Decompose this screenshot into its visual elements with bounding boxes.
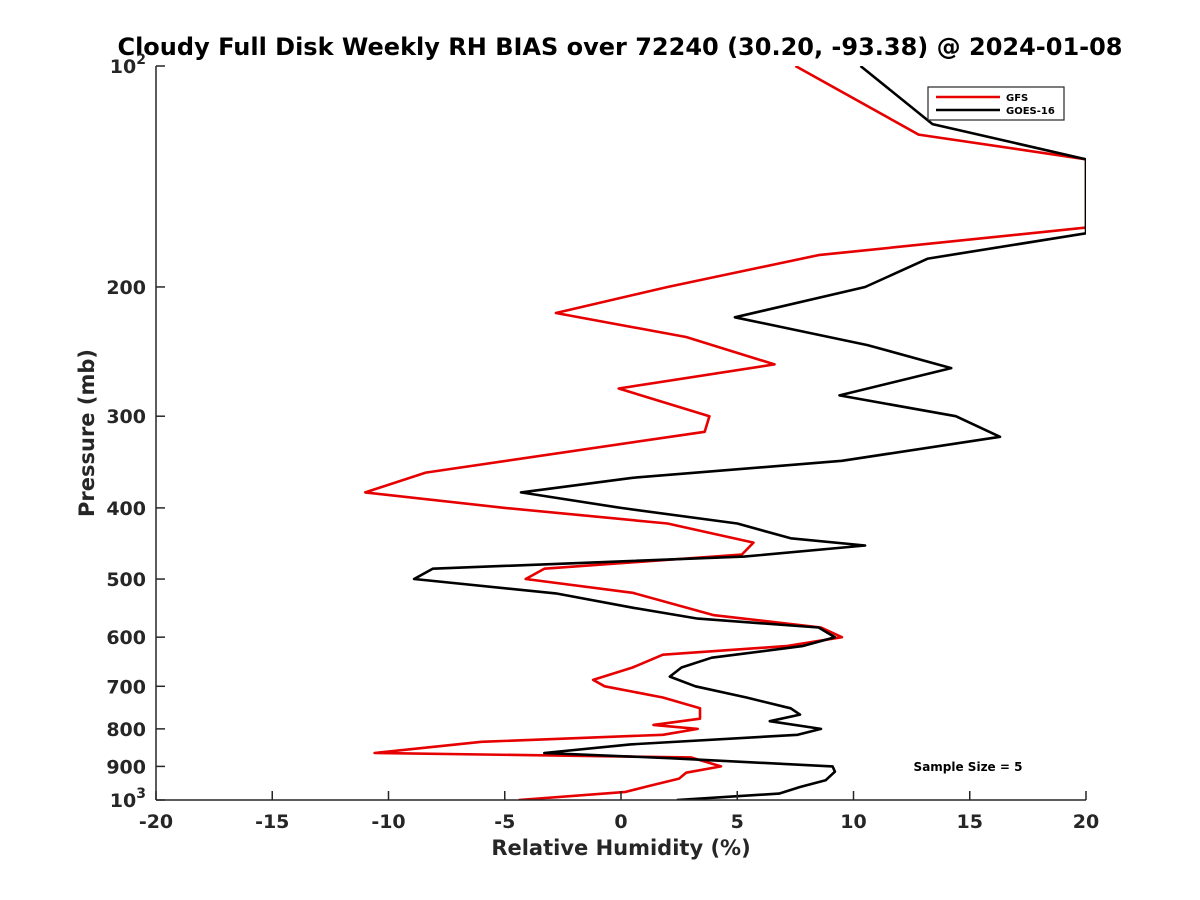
y-tick-label: 600 [106, 627, 146, 649]
y-tick-label: 700 [106, 676, 146, 698]
y-tick-label: 500 [106, 569, 146, 591]
x-tick-label: 0 [614, 811, 627, 833]
y-tick-label-power: 103 [110, 786, 146, 812]
x-tick-label: 15 [957, 811, 983, 833]
x-tick-label: 10 [840, 811, 866, 833]
x-tick-label: -15 [255, 811, 289, 833]
x-axis-label: Relative Humidity (%) [491, 836, 750, 860]
legend-label-gfs: GFS [1006, 93, 1028, 104]
x-tick-label: 20 [1073, 811, 1099, 833]
x-tick-label: 5 [731, 811, 744, 833]
y-axis-label: Pressure (mb) [75, 349, 99, 517]
y-tick-label: 900 [106, 756, 146, 778]
legend-box [927, 86, 1065, 121]
y-tick-label: 200 [106, 277, 146, 299]
y-tick-label-power: 102 [110, 52, 146, 78]
x-tick-label: -5 [494, 811, 515, 833]
series-layer [363, 66, 1086, 800]
chart-title: Cloudy Full Disk Weekly RH BIAS over 722… [117, 33, 1122, 61]
legend-label-goes16: GOES-16 [1006, 106, 1055, 117]
x-tick-label: -20 [139, 811, 173, 833]
sample-size-annotation: Sample Size = 5 [914, 760, 1023, 774]
y-tick-label: 800 [106, 719, 146, 741]
y-tick-label: 300 [106, 406, 146, 428]
x-tick-label: -10 [371, 811, 405, 833]
series-line-gfs [363, 66, 1086, 800]
axes-layer: -20 -15 -10 -5 0 5 10 15 20 200 300 400 500 600 700 800… [106, 52, 1099, 833]
y-tick-label: 400 [106, 498, 146, 520]
series-line-goes16 [412, 66, 1086, 800]
legend: GFS GOES-16 [927, 86, 1065, 121]
